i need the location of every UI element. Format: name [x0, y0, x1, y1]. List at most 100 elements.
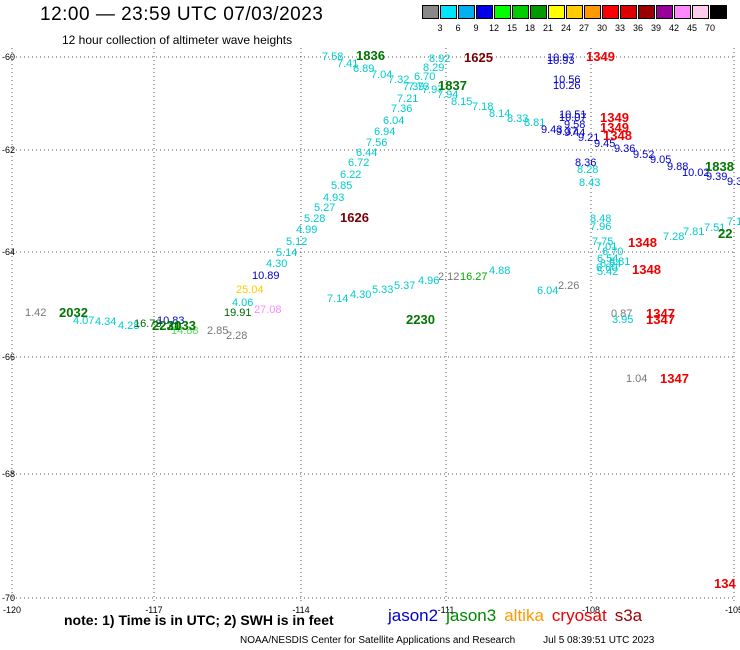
wave-height-value: 25.04 — [236, 284, 264, 296]
wave-height-value: 9.37 — [556, 126, 577, 138]
wave-height-value: 8.14 — [489, 108, 510, 120]
pass-time: 1347 — [646, 306, 675, 321]
pass-time: 134 — [714, 576, 736, 591]
wave-height-value: 2.28 — [226, 330, 247, 342]
legend-swatch — [710, 5, 727, 19]
legend-swatch — [530, 5, 547, 19]
wave-height-value: 5.28 — [304, 213, 325, 225]
wave-height-value: 5.14 — [276, 247, 297, 259]
wave-height-value: 4.88 — [489, 265, 510, 277]
map-axes: -60 -62 -64 -66 -68 -70 -120 -117 -114 -111 -108 -1… — [2, 52, 740, 615]
wave-height-value: 10.83 — [157, 315, 185, 327]
wave-height-value: 6.72 — [348, 157, 369, 169]
legend-swatch — [584, 5, 601, 19]
wave-height-value: 4.06 — [232, 297, 253, 309]
pass-time: 1625 — [464, 50, 493, 65]
wave-height-value: 6.54 — [597, 253, 618, 265]
wave-height-value: 9.05 — [650, 154, 671, 166]
wave-height-value: 3.95 — [612, 314, 633, 326]
credit-line: NOAA/NESDIS Center for Satellite Applica… — [240, 635, 654, 646]
wave-height-value: 7.56 — [366, 137, 387, 149]
units-note: note: 1) Time is in UTC; 2) SWH is in fe… — [64, 612, 334, 628]
legend-swatch — [602, 5, 619, 19]
wave-height-value: 27.08 — [254, 304, 282, 316]
pass-time: 1348 — [632, 262, 661, 277]
pass-time: 1349 — [600, 120, 629, 135]
map-grid — [11, 48, 736, 604]
legend-swatch — [494, 5, 511, 19]
wave-height-value: 4.30 — [266, 258, 287, 270]
pass-time: 2033 — [167, 318, 196, 333]
wave-height-value: 6.60 — [596, 262, 617, 274]
wave-height-value: 8.48 — [590, 213, 611, 225]
page-title: 12:00 — 23:59 UTC 07/03/2023 — [40, 4, 324, 25]
legend-swatch — [566, 5, 583, 19]
legend-swatch — [674, 5, 691, 19]
wave-height-value: 9.43 — [541, 124, 562, 136]
generated-timestamp: Jul 5 08:39:51 UTC 2023 — [543, 635, 655, 646]
wave-height-value: 4.99 — [296, 224, 317, 236]
wave-height-value: 6.44 — [356, 147, 377, 159]
wave-height-value: 8.43 — [579, 177, 600, 189]
pass-time: 1349 — [586, 49, 615, 64]
wave-height-value: 0.87 — [611, 308, 632, 320]
longitude-label: -117 — [145, 605, 162, 615]
latitude-label: -68 — [2, 469, 15, 479]
wave-height-value: 9.45 — [594, 138, 615, 150]
latitude-label: -66 — [2, 352, 15, 362]
wave-height-value: 9.44 — [564, 127, 585, 139]
wave-height-value: 8.36 — [575, 157, 596, 169]
legend-swatch — [476, 5, 493, 19]
pass-time: 1347 — [646, 312, 675, 327]
wave-height-value: 7.94 — [437, 89, 458, 101]
satellite-name: cryosat — [551, 606, 607, 625]
legend-label: 27 — [578, 23, 589, 33]
wave-height-value: 7.75 — [592, 236, 613, 248]
wave-height-value: 10.93 — [547, 55, 575, 67]
legend-swatch — [548, 5, 565, 19]
wave-height-value: 7.01 — [596, 241, 617, 253]
wave-height-value: 7.51 — [704, 222, 725, 234]
wave-height-value: 6.04 — [383, 115, 404, 127]
wave-height-value: 16.73 — [134, 318, 162, 330]
pass-time: 22 — [718, 226, 732, 241]
wave-height-value: 6.70 — [414, 71, 435, 83]
pass-time: 2032 — [59, 305, 88, 320]
latitude-label: -70 — [2, 593, 15, 603]
wave-height-value: 8.28 — [577, 164, 598, 176]
wave-height-value: 6.54 — [600, 258, 621, 270]
pass-time: 1837 — [438, 78, 467, 93]
legend-swatch — [656, 5, 673, 19]
wave-height-value: 4.93 — [323, 192, 344, 204]
legend-label: 70 — [704, 23, 715, 33]
legend-swatch — [692, 5, 709, 19]
wave-height-value: 10.97 — [547, 52, 575, 64]
credit-text: NOAA/NESDIS Center for Satellite Applica… — [240, 635, 516, 646]
pass-time: 1836 — [356, 48, 385, 63]
legend-swatch — [512, 5, 529, 19]
longitude-label: -108 — [582, 605, 600, 615]
wave-height-value: 7.58 — [322, 51, 343, 63]
wave-height-value: 7.73 — [408, 81, 429, 93]
pass-time: 1349 — [600, 110, 629, 125]
wave-height-value: 5.85 — [331, 180, 352, 192]
wave-height-value: 4.34 — [95, 316, 116, 328]
satellite-legend: jason2 jason3 altika cryosat s3a — [388, 606, 650, 626]
legend-swatch — [458, 5, 475, 19]
legend-label: 39 — [650, 23, 661, 33]
pass-time: 1626 — [340, 210, 369, 225]
wave-height-value: 8.33 — [507, 113, 528, 125]
legend-label: 6 — [455, 23, 461, 33]
wave-height-value: 5.42 — [597, 266, 618, 278]
wave-height-value: 14.88 — [171, 325, 199, 337]
wave-height-value: 9.21 — [578, 132, 599, 144]
wave-height-value: 10.02 — [682, 167, 710, 179]
wave-height-value: 5.27 — [314, 202, 335, 214]
wave-height-observations: 7.587.416.897.047.32 6.707.397.977.738.92… — [25, 51, 740, 385]
wave-height-value: 7.1 — [727, 216, 740, 228]
legend-label: 30 — [596, 23, 607, 33]
satellite-pass-times: 1836 1625 13491837134913491348183816262213… — [59, 48, 736, 591]
wave-height-value: 6.81 — [609, 256, 630, 268]
wave-height-value: 4.30 — [350, 289, 371, 301]
satellite-name: jason2 — [388, 606, 439, 625]
